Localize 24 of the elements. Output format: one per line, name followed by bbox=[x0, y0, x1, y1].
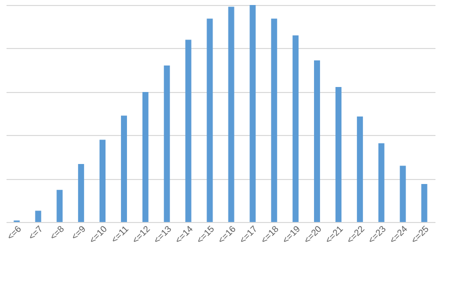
bar bbox=[400, 166, 406, 222]
bar bbox=[120, 116, 127, 222]
bar bbox=[164, 66, 170, 222]
x-tick-label: <=9 bbox=[69, 224, 88, 242]
bar bbox=[142, 92, 148, 222]
bar bbox=[35, 210, 42, 222]
bar bbox=[378, 143, 384, 222]
bar bbox=[335, 87, 342, 222]
bar bbox=[78, 164, 84, 222]
bar bbox=[100, 140, 106, 222]
bar bbox=[250, 5, 256, 222]
bar bbox=[356, 116, 363, 222]
bar bbox=[228, 6, 234, 222]
bar bbox=[314, 60, 320, 222]
bar bbox=[271, 18, 278, 222]
bar bbox=[292, 35, 299, 222]
bar bbox=[56, 190, 63, 222]
x-tick-label: <=6 bbox=[5, 224, 24, 242]
x-tick-label: <=11 bbox=[109, 224, 130, 245]
x-tick-label: <=8 bbox=[48, 224, 66, 242]
bar bbox=[206, 18, 213, 222]
bar bbox=[185, 40, 192, 222]
bar bbox=[421, 184, 428, 222]
x-tick-label: <=7 bbox=[26, 224, 45, 242]
